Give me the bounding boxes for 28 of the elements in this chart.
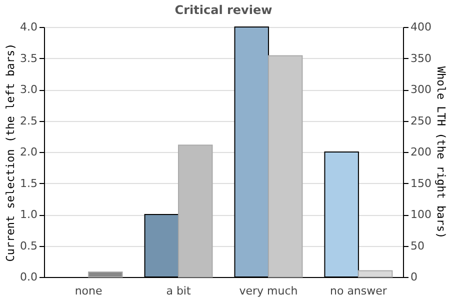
bar [358,270,393,278]
y-tick-label: 0.0 [20,270,38,284]
y2-tick-label: 200 [410,146,432,158]
x-tick-label: very much [239,284,298,298]
chart-title: Critical review [174,3,272,17]
x-tick-label: none [74,284,102,298]
y2-tick-label: 250 [410,114,432,128]
y2-tick-label: 0 [410,270,418,284]
y2-axis-title: Whole LTH (the right bars) [434,66,448,239]
y-tick-label: 2.5 [20,114,38,128]
y-tick-label: 1.5 [20,176,38,190]
y2-tick-label: 350 [410,52,432,65]
x-tick-label: a bit [166,284,192,298]
x-tick-label: no answer [330,284,388,298]
y-tick-label: 3.0 [20,83,38,96]
bar [178,144,213,278]
y-tick-label: 3.5 [20,52,38,65]
y-tick-label: 0.5 [20,239,38,252]
y-tick-label: 1.0 [20,208,38,221]
y-tick-label: 2.0 [20,146,38,158]
y2-tick-label: 300 [410,83,432,96]
y2-tick-label: 150 [410,176,432,190]
y2-tick-label: 50 [410,239,424,252]
y-axis-title: Current selection (the left bars) [4,43,18,262]
y2-tick-label: 400 [410,20,432,34]
y2-tick-label: 100 [410,208,432,221]
y-tick-label: 4.0 [20,20,38,34]
bar [88,272,123,278]
